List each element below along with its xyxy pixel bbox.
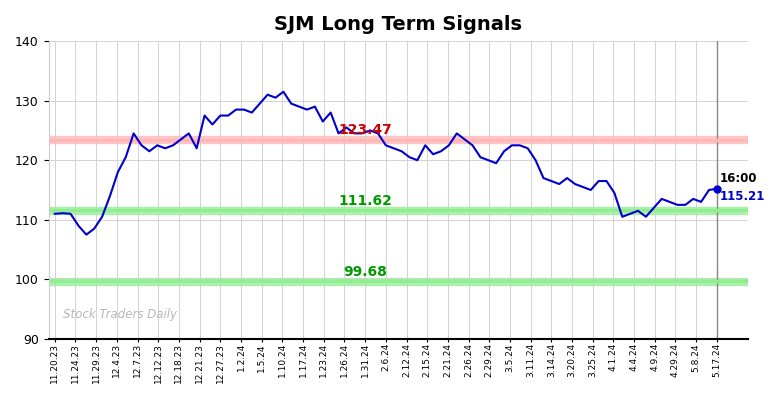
Title: SJM Long Term Signals: SJM Long Term Signals [274, 15, 522, 34]
Bar [49, 278, 748, 285]
Text: 115.21: 115.21 [720, 190, 765, 203]
Text: Stock Traders Daily: Stock Traders Daily [63, 308, 176, 321]
Bar [49, 207, 748, 214]
Text: 111.62: 111.62 [338, 194, 392, 208]
Bar [49, 136, 748, 143]
Text: 123.47: 123.47 [338, 123, 392, 137]
Text: 16:00: 16:00 [720, 172, 757, 185]
Text: 99.68: 99.68 [343, 265, 387, 279]
